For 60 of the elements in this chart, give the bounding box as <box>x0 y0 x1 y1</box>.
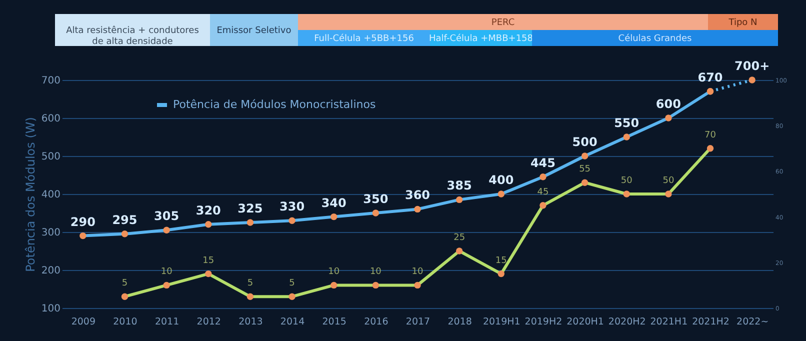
x-tick-label: 2019H1 <box>482 316 520 328</box>
text: Full-Célula +5BB+156 <box>314 33 414 44</box>
x-tick-label: 2012 <box>196 316 221 328</box>
text: Tipo N <box>728 18 758 28</box>
x-tick-label: 2011 <box>154 316 180 328</box>
y-tick-label: 700 <box>41 76 60 86</box>
data-label: 600 <box>656 97 681 111</box>
data-label: 290 <box>70 214 96 229</box>
x-tick-label: 2010 <box>113 316 138 328</box>
y-tick-label: 200 <box>41 266 60 276</box>
text: Alta resistência + condutores de alta densidade <box>66 25 200 47</box>
y-tick-label: 400 <box>41 190 60 200</box>
data-label: 5 <box>122 278 128 289</box>
data-label: 50 <box>620 176 633 186</box>
data-label: 385 <box>446 178 472 193</box>
x-tick-label: 2020H2 <box>608 316 646 328</box>
data-label: 340 <box>321 196 346 210</box>
data-label: 5 <box>247 278 254 289</box>
data-label: 15 <box>495 256 507 266</box>
x-tick-label: 2021H2 <box>692 316 730 328</box>
data-label: 500 <box>572 135 598 149</box>
data-label: 360 <box>404 188 430 202</box>
y-tick-label: 600 <box>41 114 60 124</box>
x-tick-label: 2019H2 <box>524 316 562 328</box>
legend-label: Potência de Módulos Monocristalinos <box>173 98 376 111</box>
data-label: 670 <box>698 70 723 84</box>
data-label: 70 <box>704 130 716 140</box>
y-tick-label: 100 <box>41 304 60 314</box>
text: Células Grandes <box>618 33 692 44</box>
data-label: 305 <box>154 209 180 224</box>
text: PERC <box>491 18 515 28</box>
data-label: 445 <box>530 156 556 170</box>
x-tick-label: 2020H1 <box>566 316 604 328</box>
data-label: 330 <box>280 200 305 214</box>
data-label: 25 <box>454 233 466 243</box>
x-tick-label: 2009 <box>71 316 96 328</box>
x-tick-label: 2022~ <box>736 316 769 328</box>
x-tick-label: 2014 <box>280 316 305 328</box>
data-label: 550 <box>614 116 640 130</box>
data-label: 325 <box>238 202 263 216</box>
x-tick-label: 2013 <box>238 316 263 328</box>
x-tick-label: 2015 <box>322 316 346 328</box>
data-label: 320 <box>196 203 221 218</box>
data-label: 295 <box>112 212 138 227</box>
x-tick-label: 2016 <box>364 316 388 328</box>
text: Half-Célula +MBB+158 <box>429 33 534 44</box>
data-label: 15 <box>202 256 214 266</box>
data-label: 700+ <box>734 59 770 73</box>
y-tick-label: 500 <box>41 152 60 162</box>
y-axis-title: Potência dos Módulos (W) <box>23 117 38 272</box>
y-tick-label: 300 <box>41 228 60 238</box>
x-tick-label: 2021H1 <box>650 316 688 328</box>
x-tick-label: 2017 <box>406 316 430 328</box>
x-tick-label: 2018 <box>448 316 472 328</box>
data-label: 50 <box>662 176 674 186</box>
text: Emissor Seletivo <box>216 26 292 36</box>
data-label: 350 <box>363 192 388 206</box>
data-label: 5 <box>289 278 295 289</box>
data-label: 400 <box>488 173 514 187</box>
data-label: 55 <box>579 164 591 175</box>
